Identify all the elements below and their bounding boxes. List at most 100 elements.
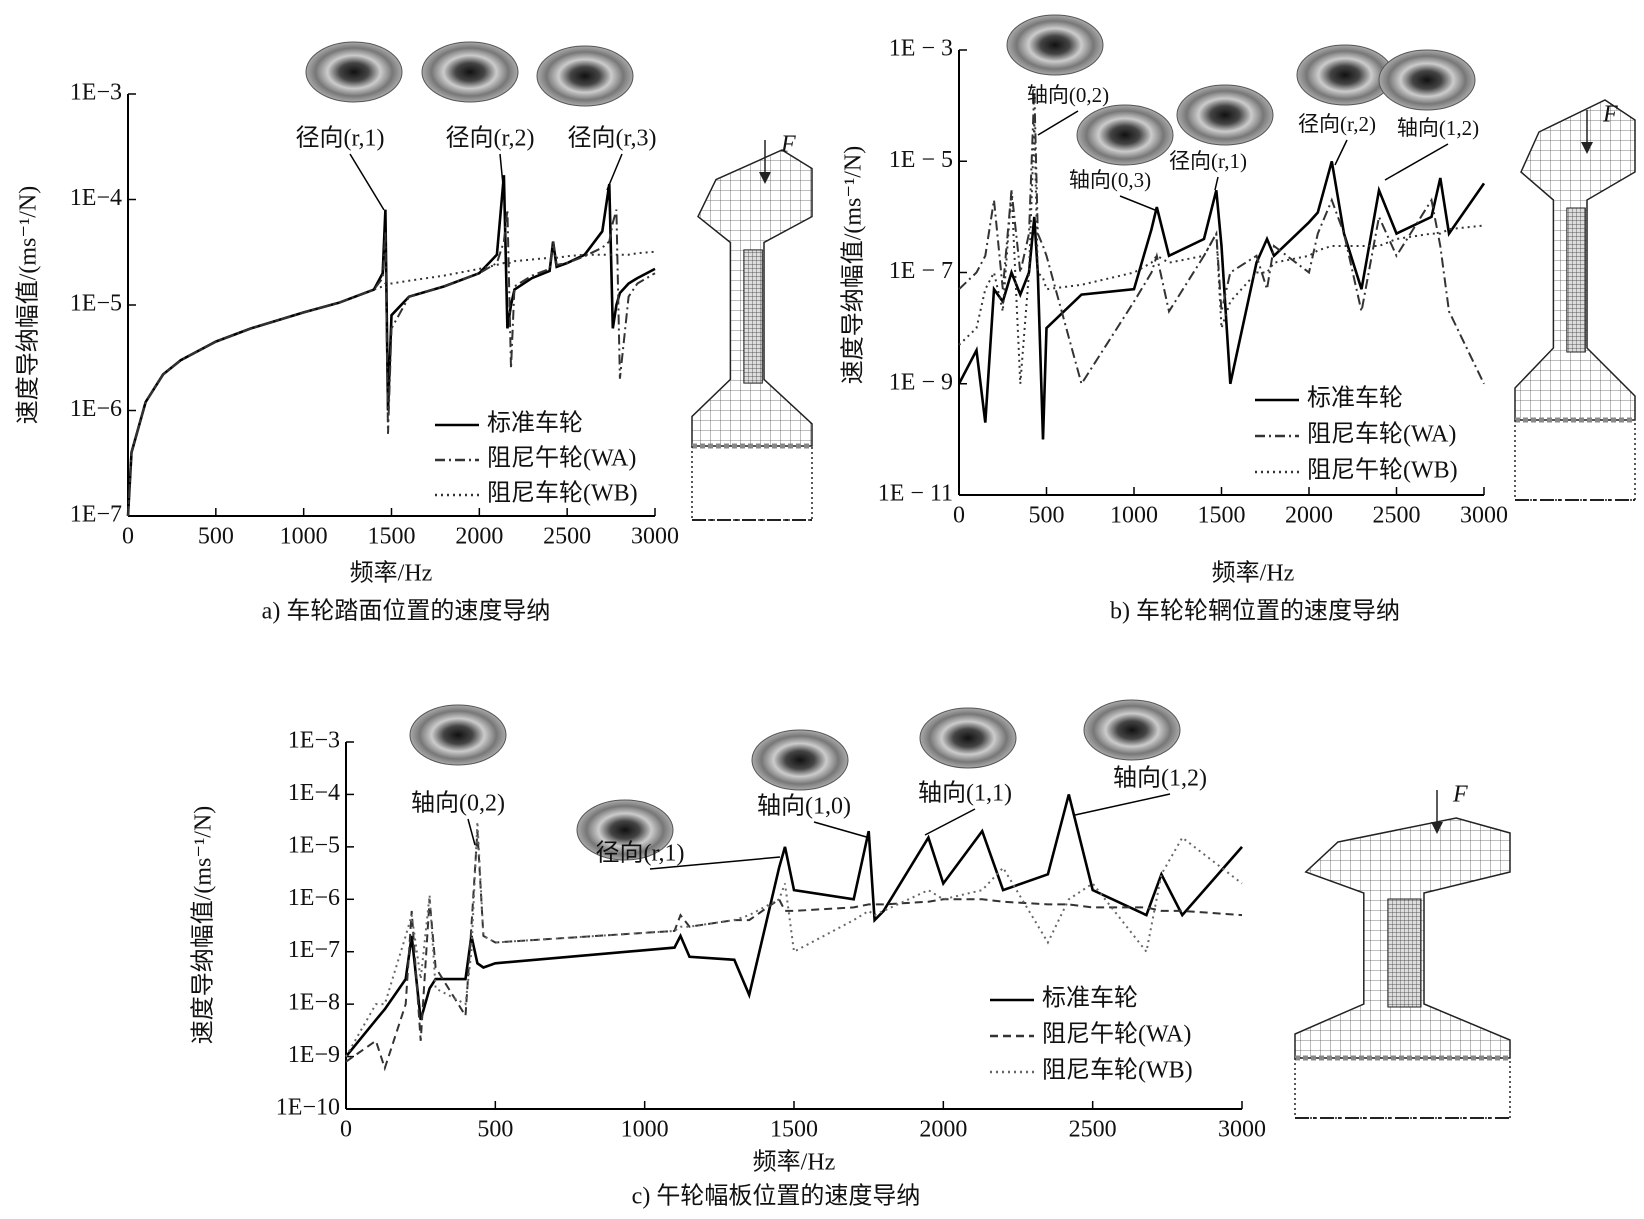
annotation-leader — [1334, 139, 1348, 166]
x-tick-label: 500 — [198, 524, 234, 550]
y-tick-label: 1E − 7 — [889, 258, 953, 284]
y-tick-label: 1E−3 — [288, 728, 340, 754]
x-tick-label: 3000 — [1218, 1117, 1266, 1143]
annotation-leader — [606, 153, 623, 191]
x-tick-label: 1500 — [1198, 503, 1246, 529]
force-arrowhead — [1431, 822, 1443, 834]
annotation: 径向(r,2) — [445, 125, 534, 152]
y-tick-label: 1E−5 — [288, 832, 340, 858]
mode-shape-image — [1006, 14, 1104, 76]
x-tick-label: 2500 — [1373, 503, 1421, 529]
mesh-dense — [743, 249, 763, 384]
annotation-leader — [813, 821, 871, 839]
mesh-axle — [691, 446, 813, 521]
legend-label: 阻尼午轮(WA) — [1042, 1021, 1191, 1048]
x-tick-label: 1000 — [621, 1117, 669, 1143]
y-tick-label: 1E−4 — [288, 780, 340, 806]
x-tick-label: 1500 — [770, 1117, 818, 1143]
annotation: 径向(r,1) — [295, 125, 384, 152]
y-tick-label: 1E−7 — [288, 937, 340, 963]
x-tick-label: 2000 — [919, 1117, 967, 1143]
annotation-leader — [1119, 195, 1156, 211]
mode-shape-image — [576, 799, 674, 861]
legend-label: 阻尼车轮(WA) — [1307, 421, 1456, 448]
force-label: F — [780, 132, 796, 158]
annotation-leader — [1214, 176, 1219, 191]
chart-title: a) 车轮踏面位置的速度导纳 — [262, 598, 551, 625]
x-tick-label: 500 — [1029, 503, 1065, 529]
y-tick-label: 1E−10 — [276, 1095, 340, 1121]
mode-shape-image — [536, 45, 634, 107]
y-tick-label: 1E−4 — [70, 185, 122, 211]
series-line — [958, 122, 1485, 384]
x-tick-label: 2000 — [1285, 503, 1333, 529]
annotation: 轴向(1,2) — [1397, 116, 1479, 140]
x-tick-label: 1000 — [1110, 503, 1158, 529]
series-line — [127, 250, 656, 517]
y-tick-label: 1E − 11 — [878, 481, 953, 507]
mode-shape-image — [751, 729, 849, 791]
y-tick-label: 1E − 5 — [889, 147, 953, 173]
mesh-axle — [1294, 1058, 1511, 1119]
x-tick-label: 1500 — [368, 524, 416, 550]
chart-title: c) 午轮幅板位置的速度导纳 — [632, 1183, 921, 1210]
x-tick-label: 0 — [953, 503, 965, 529]
legend-label: 阻尼车轮(WB) — [487, 480, 638, 507]
annotation-leader — [1074, 793, 1171, 816]
annotation: 径向(r,2) — [1298, 112, 1376, 136]
mesh-axle — [1514, 420, 1636, 501]
annotation: 轴向(0,2) — [411, 790, 505, 817]
mode-shape-image — [305, 41, 403, 103]
annotation: 轴向(0,3) — [1069, 168, 1151, 192]
y-tick-label: 1E−6 — [70, 396, 122, 422]
y-axis-label: 速度导纳幅值/(ms⁻¹/N) — [840, 146, 867, 385]
x-tick-label: 2000 — [455, 524, 503, 550]
x-tick-label: 0 — [340, 1117, 352, 1143]
y-tick-label: 1E − 9 — [889, 369, 953, 395]
y-axis-label: 速度导纳幅值/(ms⁻¹/N) — [190, 806, 217, 1045]
x-axis-label: 频率/Hz — [350, 560, 433, 587]
annotation-leader — [1384, 143, 1449, 181]
chart: 1E − 11 1E − 9 1E − 7 1E − 5 1E − 3 0 500 1000 1… — [840, 14, 1636, 625]
legend-label: 阻尼车轮(WB) — [1042, 1057, 1193, 1084]
y-tick-label: 1E−5 — [70, 291, 122, 317]
mode-shape-image — [1076, 104, 1174, 166]
annotation-leader — [349, 153, 385, 211]
mode-shape-image — [1176, 84, 1274, 146]
mode-shape-image — [919, 707, 1017, 769]
x-tick-label: 3000 — [1460, 503, 1508, 529]
series-line — [958, 88, 1485, 387]
mesh-dense — [1566, 207, 1586, 353]
x-tick-label: 500 — [477, 1117, 513, 1143]
annotation: 径向(r,1) — [1169, 149, 1247, 173]
series-line — [344, 794, 1243, 1058]
annotation-leader — [499, 153, 504, 186]
x-tick-label: 2500 — [543, 524, 591, 550]
mode-shape-image — [1083, 699, 1181, 761]
mode-shape-image — [1296, 44, 1394, 106]
annotation: 轴向(0,2) — [1027, 83, 1109, 107]
legend-label: 阻尼午轮(WB) — [1307, 457, 1458, 484]
x-axis-label: 频率/Hz — [753, 1149, 836, 1176]
mesh-dense — [1387, 898, 1422, 1008]
series-line — [957, 160, 1486, 440]
mode-shape-image — [1378, 49, 1476, 111]
annotation-leader — [649, 856, 781, 870]
y-tick-label: 1E−8 — [288, 990, 340, 1016]
annotation: 轴向(1,2) — [1113, 765, 1207, 792]
y-tick-label: 1E−6 — [288, 885, 340, 911]
annotation-leader — [924, 808, 976, 836]
annotation-leader — [467, 818, 476, 846]
y-tick-label: 1E−7 — [70, 502, 122, 528]
y-tick-label: 1E−9 — [288, 1042, 340, 1068]
x-axis-label: 频率/Hz — [1212, 560, 1295, 587]
annotation: 轴向(1,0) — [757, 793, 851, 820]
chart-title: b) 车轮轮辋位置的速度导纳 — [1110, 598, 1400, 625]
x-tick-label: 2500 — [1069, 1117, 1117, 1143]
y-tick-label: 1E − 3 — [889, 36, 953, 62]
x-tick-label: 3000 — [631, 524, 679, 550]
series-line — [127, 209, 656, 517]
chart: 1E−10 1E−9 1E−8 1E−7 1E−6 1E−5 1E−4 1E−3 0 500 100… — [190, 699, 1511, 1210]
